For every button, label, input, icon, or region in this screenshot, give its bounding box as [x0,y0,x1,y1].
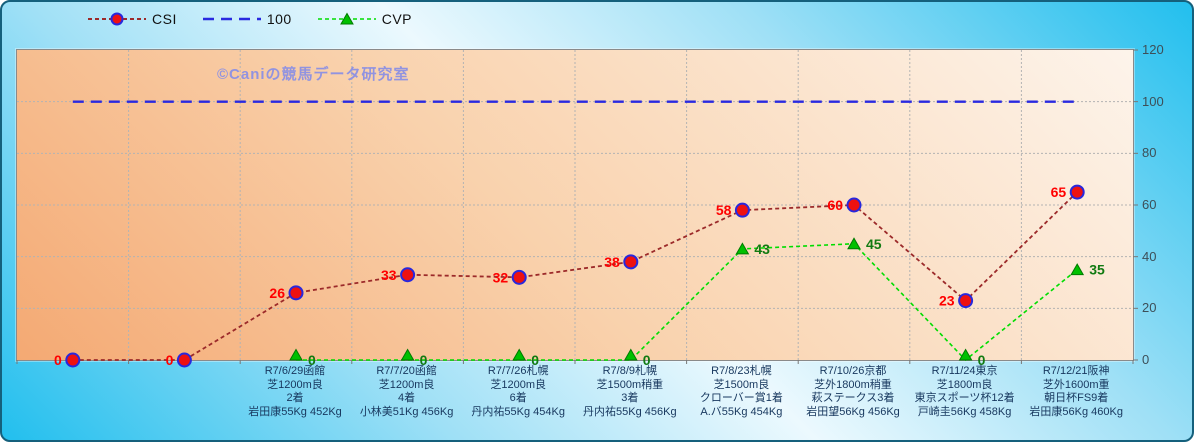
x-category-label-line: 戸崎圭56Kg 458Kg [917,405,1012,418]
x-category-label: R7/7/20函館 芝1200m良 4着 小林美51Kg 456Kg [332,365,482,419]
x-category-label-line: 2着 [286,392,304,404]
csi-value-label: 33 [381,267,397,283]
x-category-label-line: 3着 [621,392,639,404]
x-category-label-line: 6着 [509,392,527,404]
y-tick-label: 60 [1142,197,1157,212]
y-tick-label: 40 [1142,248,1157,264]
x-category-label-line: R7/10/26京都 [819,365,887,377]
cvp-value-label: 0 [978,352,986,368]
plot-canvas: 0 0 0 0 43 45 0 35 0 0 26 33 32 38 58 60 23 65 [16,49,1138,368]
cvp-data-point[interactable] [958,348,973,361]
x-category-label-line: 芝1500m稍重 [596,378,664,391]
x-category-label-line: 芝1500m良 [713,378,770,391]
x-category-label-line: 丹内祐55Kg 456Kg [583,405,677,418]
cvp-line-sample-icon [317,12,376,25]
cvp-value-label: 0 [643,352,651,368]
x-category-label: R7/11/24東京 芝1800m良 東京スポーツ杯12着 戸崎圭56Kg 458Kg [890,365,1040,419]
csi-data-point[interactable] [65,352,81,368]
reference-line-sample-icon [202,17,261,21]
x-category-label: R7/8/23札幌 芝1500m良 クローバー賞1着 A.バ55Kg 454Kg [666,365,816,419]
x-category-label-line: 萩ステークス3着 [811,392,895,404]
cvp-data-point[interactable] [623,348,638,361]
legend-item-100[interactable]: 100 [202,11,292,27]
cvp-value-label: 35 [1089,262,1105,278]
csi-value-label: 60 [827,197,843,213]
x-category-label-line: R7/12/21阪神 [1042,365,1110,377]
x-category-label: R7/12/21阪神 芝外1600m重 朝日杯FS9着 岩田康56Kg 460Kg [1001,365,1151,419]
legend-label-cvp: CVP [381,11,412,27]
x-category-label-line: R7/6/29函館 [264,365,326,377]
x-category-label-line: R7/8/9札幌 [602,365,657,377]
csi-data-point[interactable] [846,197,862,213]
chart-legend: CSI 100 CVP [88,8,412,30]
legend-item-cvp[interactable]: CVP [317,11,412,27]
x-category-label-line: 芝1800m良 [936,378,993,391]
csi-data-point[interactable] [511,269,527,285]
x-category-label-line: クローバー賞1着 [699,392,783,404]
csi-data-point[interactable] [288,285,304,301]
x-category-label-line: 朝日杯FS9着 [1044,392,1109,404]
y-tick-label: 20 [1142,300,1157,316]
y-tick-label: 80 [1142,145,1157,161]
x-category-label-line: R7/7/20函館 [376,365,437,377]
csi-value-label: 26 [269,285,285,301]
cvp-value-label: 0 [308,352,316,368]
x-category-label: R7/10/26京都 芝外1800m稍重 萩ステークス3着 岩田望56Kg 456Kg [778,365,928,419]
cvp-value-label: 43 [754,241,770,257]
x-category-label-line: 東京スポーツ杯12着 [914,392,1015,404]
x-category-label-line: 芝1200m良 [267,378,323,391]
csi-data-point[interactable] [400,267,416,283]
csi-value-label: 0 [54,352,62,368]
x-category-label-line: 芝外1600m重 [1042,378,1110,391]
csi-value-label: 23 [939,293,955,309]
x-category-label: R7/7/26札幌 芝1200m良 6着 丹内祐55Kg 454Kg [443,365,593,419]
x-category-label-line: 芝外1800m稍重 [814,378,892,391]
cvp-data-point[interactable] [735,242,750,255]
cvp-line [296,242,1078,362]
cvp-data-point[interactable] [1070,263,1085,276]
x-category-label-line: 芝1200m良 [378,378,435,391]
x-category-label-line: 岩田望56Kg 456Kg [806,405,900,418]
x-category-label: R7/6/29函館 芝1200m良 2着 岩田康55Kg 452Kg [220,365,370,419]
csi-data-point[interactable] [734,202,750,218]
cvp-value-label: 0 [531,352,539,368]
x-category-label-line: 4着 [398,392,416,404]
legend-label-100: 100 [266,11,292,27]
watermark: ©Caniの競馬データ研究室 [217,66,410,83]
csi-data-point[interactable] [958,293,974,309]
y-tick-label: 0 [1142,352,1150,367]
csi-value-label: 38 [604,254,620,270]
csi-value-label: 32 [493,269,509,285]
x-category-label-line: A.バ55Kg 454Kg [700,405,783,418]
x-category-label-line: 丹内祐55Kg 454Kg [471,405,565,418]
cvp-data-point[interactable] [847,237,861,250]
csi-data-point[interactable] [1069,184,1085,200]
csi-line [72,191,1078,361]
plot-area: 0 0 0 0 43 45 0 35 0 0 26 33 32 38 58 60 23 65 ©Caniの競馬デー… [16,49,1138,368]
x-category-label-line: R7/8/23札幌 [711,365,772,377]
csi-data-point[interactable] [176,352,192,368]
x-category-label-line: 岩田康55Kg 452Kg [248,405,342,418]
x-category-label-line: 芝1200m良 [490,378,546,391]
y-tick-label: 100 [1142,93,1164,109]
x-category-label-line: 岩田康56Kg 460Kg [1029,405,1123,418]
x-category-label: R7/8/9札幌 芝1500m稍重 3着 丹内祐55Kg 456Kg [555,365,705,419]
y-tick-label: 120 [1142,42,1164,57]
legend-item-csi[interactable]: CSI [88,11,177,27]
x-category-label-line: 小林美51Kg 456Kg [359,405,454,418]
csi-value-label: 65 [1051,184,1067,200]
csi-line-sample-icon [88,12,146,26]
csi-value-label: 0 [166,352,174,368]
csi-value-label: 58 [716,202,732,218]
x-category-label-line: R7/11/24東京 [931,365,998,377]
cvp-data-point[interactable] [400,348,415,361]
cvp-data-point[interactable] [289,348,303,361]
cvp-value-label: 45 [866,236,882,252]
cvp-value-label: 0 [420,352,428,368]
legend-label-csi: CSI [152,11,177,27]
cvp-data-point[interactable] [512,348,527,361]
x-category-label-line: R7/7/26札幌 [487,365,549,377]
csi-data-point[interactable] [623,254,639,270]
